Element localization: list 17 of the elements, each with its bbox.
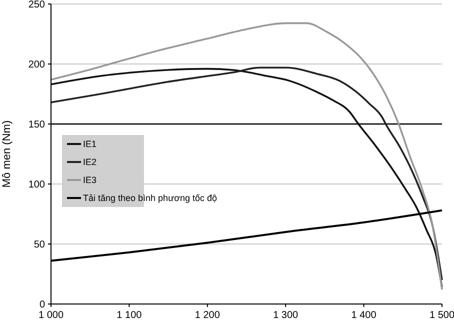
y-tick-label: 150: [28, 120, 46, 130]
x-tick-label: 1 000: [38, 310, 64, 321]
y-tick-label: 250: [28, 0, 46, 10]
y-tick-label: 100: [28, 180, 46, 190]
y-tick-label: 200: [28, 60, 46, 70]
x-tick-label: 1 300: [273, 310, 299, 321]
legend-label: IE1: [83, 139, 97, 150]
legend-label: IE2: [83, 157, 97, 168]
x-tick-label: 1 400: [351, 310, 377, 321]
x-tick-label: 1 500: [429, 310, 454, 321]
y-tick-label: 0: [39, 300, 46, 310]
legend-label: IE3: [83, 175, 97, 186]
legend-label: Tải tăng theo bình phương tốc độ: [83, 193, 218, 204]
y-tick-label: 50: [34, 240, 46, 250]
x-tick-label: 1 100: [116, 310, 142, 321]
y-axis-title: Mô men (Nm): [1, 120, 13, 188]
x-tick-label: 1 200: [194, 310, 220, 321]
